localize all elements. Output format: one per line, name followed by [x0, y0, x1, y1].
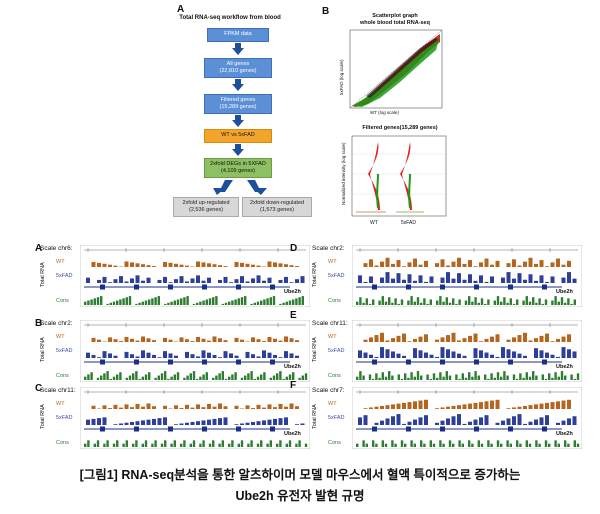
scatter-plot — [349, 29, 443, 109]
track-scale-label: Scale chr6: — [40, 245, 73, 252]
track-scale-label: Scale chr2: — [312, 245, 345, 252]
split-arrows — [213, 180, 267, 195]
violin-plot — [351, 135, 447, 217]
violin-ylabel: Normalized intensity (log scale) — [341, 142, 346, 205]
genome-track — [352, 387, 582, 449]
arrow-stem — [235, 43, 241, 48]
scatter-title-text: Scatterplot graph — [372, 13, 418, 19]
caption-line-1: [그림1] RNA-seq분석을 통한 알츠하이머 모델 마우스에서 혈액 특이… — [79, 468, 521, 482]
step-comparison-text: WT vs 5xFAD — [221, 132, 255, 138]
violin-title: Filtered genes(15,289 genes) — [362, 125, 438, 131]
track-row-label-cons: Cons — [56, 298, 69, 304]
track-row-label-wt: WT — [328, 334, 337, 340]
workflow-title: Total RNA-seq workflow from blood — [179, 15, 281, 21]
figure-caption: [그림1] RNA-seq분석을 통한 알츠하이머 모델 마우스에서 혈액 특이… — [0, 465, 600, 507]
genome-track — [80, 245, 310, 307]
arrow-stem — [235, 79, 241, 84]
arrow-down-icon — [232, 48, 244, 55]
track-row-label-cons: Cons — [56, 440, 69, 446]
track-scale-label: Scale chr7: — [312, 387, 345, 394]
panel-label-e: E — [290, 310, 297, 321]
track-row-label-fad: 5xFAD — [328, 415, 345, 421]
track-scale-label: Scale chr11: — [40, 387, 76, 394]
arrow-down-icon — [232, 120, 244, 127]
track-row-label-wt: WT — [56, 334, 65, 340]
step-degs-text: 2xfold DEGs in 5XFAD — [210, 161, 266, 167]
panel-label-f: F — [290, 380, 297, 391]
track-row-label-cons: Cons — [328, 373, 341, 379]
step-all-genes-count: (22,810 genes) — [219, 68, 257, 74]
scatter-title: Scatterplot graph whole blood total RNA-… — [345, 13, 445, 27]
violin-cat-wt: WT — [370, 220, 378, 226]
step-filtered-genes: Filtered genes (15,289 genes) — [204, 94, 272, 114]
track-row-label-fad: 5xFAD — [328, 273, 345, 279]
track-side-label: Total RNA — [312, 337, 318, 362]
panel-label-b: B — [322, 6, 330, 17]
panel-label-d: D — [290, 243, 298, 254]
arrow-down-icon — [232, 149, 244, 156]
arrow-stem — [235, 144, 241, 149]
track-row-label-cons: Cons — [328, 440, 341, 446]
step-fpkm: FPKM data — [207, 28, 269, 42]
track-scale-label: Scale chr11: — [312, 320, 348, 327]
track-row-label-wt: WT — [56, 259, 65, 265]
panel-label-a: A — [177, 4, 185, 15]
track-side-label: Total RNA — [312, 404, 318, 429]
panel-label-c: C — [35, 383, 43, 394]
gene-label: Ube2h — [284, 364, 301, 370]
track-row-label-wt: WT — [56, 401, 65, 407]
gene-label: Ube2h — [556, 364, 573, 370]
arrow-down-icon — [232, 84, 244, 91]
step-degs: 2xfold DEGs in 5XFAD (4,109 genes) — [204, 158, 272, 178]
track-row-label-fad: 5xFAD — [56, 415, 73, 421]
track-row-label-fad: 5xFAD — [328, 348, 345, 354]
step-filtered-text: Filtered genes — [220, 97, 256, 103]
gene-label: Ube2h — [284, 289, 301, 295]
up-count: (2,536 genes) — [189, 207, 223, 213]
genome-track — [352, 245, 582, 307]
gene-label: Ube2h — [556, 289, 573, 295]
genome-track — [352, 320, 582, 382]
step-all-genes-text: All genes — [226, 61, 250, 67]
track-side-label: Total RNA — [40, 404, 46, 429]
track-row-label-fad: 5xFAD — [56, 273, 73, 279]
track-row-label-wt: WT — [328, 401, 337, 407]
track-row-label-cons: Cons — [56, 373, 69, 379]
track-row-label-cons: Cons — [328, 298, 341, 304]
step-filtered-count: (15,289 genes) — [219, 104, 257, 110]
scatter-ylabel: 5xFAD (log scale) — [339, 59, 344, 95]
genome-track — [80, 387, 310, 449]
panel-label-a: A — [35, 243, 43, 254]
arrow-stem — [235, 115, 241, 120]
step-fpkm-text: FPKM data — [224, 31, 252, 37]
caption-line-2: Ube2h 유전자 발현 규명 — [235, 489, 365, 503]
violin-cat-5xfad: 5xFAD — [401, 220, 417, 226]
track-side-label: Total RNA — [40, 262, 46, 287]
track-side-label: Total RNA — [312, 262, 318, 287]
gene-label: Ube2h — [556, 431, 573, 437]
down-text: 2xfold down-regulated — [249, 200, 305, 206]
scatter-xlabel: WT (log scale) — [370, 110, 399, 115]
up-text: 2xfold up-regulated — [182, 200, 230, 206]
gene-label: Ube2h — [284, 431, 301, 437]
step-degs-count: (4,109 genes) — [221, 168, 255, 174]
genome-track — [80, 320, 310, 382]
track-side-label: Total RNA — [40, 337, 46, 362]
step-down-regulated: 2xfold down-regulated (1,573 genes) — [242, 197, 312, 217]
track-row-label-fad: 5xFAD — [56, 348, 73, 354]
track-scale-label: Scale chr2: — [40, 320, 73, 327]
scatter-subtitle: whole blood total RNA-seq — [360, 20, 430, 26]
step-comparison: WT vs 5xFAD — [204, 129, 272, 143]
track-row-label-wt: WT — [328, 259, 337, 265]
down-count: (1,573 genes) — [260, 207, 294, 213]
step-all-genes: All genes (22,810 genes) — [204, 58, 272, 78]
panel-label-b: B — [35, 318, 43, 329]
step-up-regulated: 2xfold up-regulated (2,536 genes) — [173, 197, 239, 217]
